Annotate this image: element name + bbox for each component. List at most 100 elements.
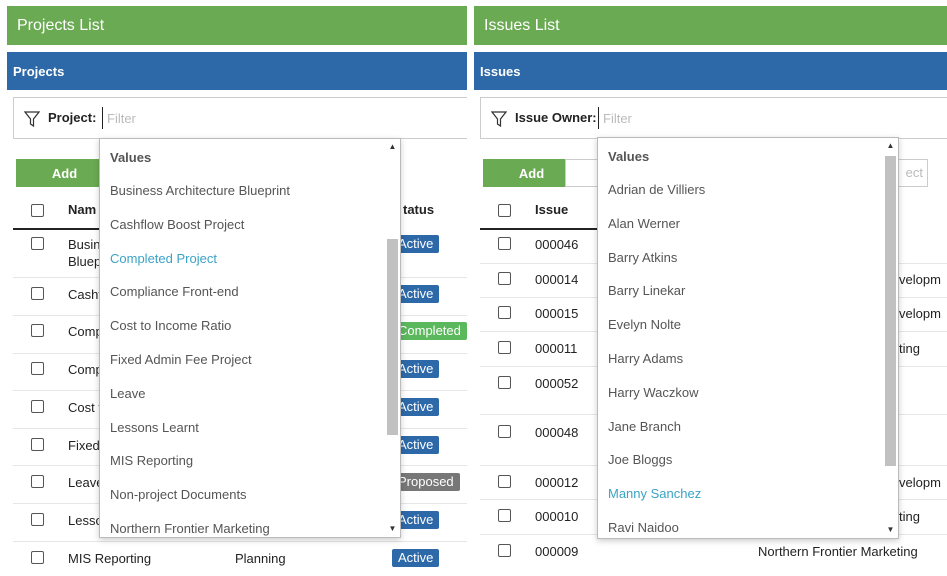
- issue-owner-filter-input[interactable]: [598, 107, 857, 129]
- row-checkbox[interactable]: [31, 513, 44, 526]
- column-header-name[interactable]: Nam: [68, 202, 97, 217]
- row-checkbox[interactable]: [31, 551, 44, 564]
- row-checkbox[interactable]: [31, 438, 44, 451]
- row-checkbox[interactable]: [498, 306, 511, 319]
- dropdown-option[interactable]: Barry Atkins: [608, 249, 678, 265]
- status-badge: Proposed: [392, 473, 460, 491]
- dropdown-option[interactable]: Harry Waczkow: [608, 384, 699, 400]
- scroll-up-icon[interactable]: ▲: [886, 141, 895, 150]
- project-name[interactable]: Cost t: [68, 400, 102, 415]
- add-issue-button[interactable]: Add: [483, 159, 580, 187]
- header-underline: [13, 228, 103, 230]
- dropdown-option[interactable]: Leave: [110, 385, 146, 401]
- project-name-line2[interactable]: Bluep: [68, 254, 102, 269]
- row-checkbox[interactable]: [498, 509, 511, 522]
- project-values-dropdown[interactable]: Values Business Architecture Blueprint Ca…: [99, 138, 401, 538]
- row-checkbox[interactable]: [498, 341, 511, 354]
- dropdown-header: Values: [608, 149, 650, 164]
- row-checkbox[interactable]: [498, 425, 511, 438]
- select-all-checkbox[interactable]: [31, 204, 44, 217]
- add-project-button[interactable]: Add: [16, 159, 113, 187]
- project-name[interactable]: Leave: [68, 475, 104, 490]
- project-name[interactable]: Busin: [68, 237, 101, 252]
- dropdown-header: Values: [110, 150, 152, 165]
- row-checkbox[interactable]: [498, 376, 511, 389]
- row-checkbox[interactable]: [31, 287, 44, 300]
- dropdown-option[interactable]: Compliance Front-end: [110, 284, 239, 300]
- project-stage: Planning: [235, 551, 286, 566]
- dropdown-scrollbar[interactable]: ▲ ▼: [386, 139, 400, 537]
- dropdown-scrollbar[interactable]: ▲ ▼: [884, 138, 898, 538]
- row-checkbox[interactable]: [498, 272, 511, 285]
- status-badge: Active: [392, 398, 440, 416]
- issue-project: velopm: [899, 475, 941, 490]
- select-all-checkbox[interactable]: [498, 204, 511, 217]
- project-name[interactable]: Cashf: [68, 287, 102, 302]
- issues-subtitle-bar: Issues: [474, 52, 947, 90]
- issue-id[interactable]: 000010: [535, 509, 579, 524]
- scroll-down-icon[interactable]: ▼: [886, 525, 895, 534]
- status-badge: Active: [392, 511, 440, 529]
- dropdown-option[interactable]: Fixed Admin Fee Project: [110, 352, 252, 367]
- project-name[interactable]: Lesso: [68, 513, 103, 528]
- scroll-down-icon[interactable]: ▼: [388, 524, 397, 533]
- dropdown-option[interactable]: Barry Linekar: [608, 283, 686, 299]
- issue-id[interactable]: 000011: [535, 341, 578, 356]
- row-divider: [13, 541, 467, 542]
- row-checkbox[interactable]: [31, 237, 44, 250]
- dropdown-option[interactable]: MIS Reporting: [110, 453, 194, 469]
- issue-project: velopm: [899, 306, 941, 321]
- header-underline: [480, 228, 598, 230]
- row-checkbox[interactable]: [31, 362, 44, 375]
- dropdown-option[interactable]: Jane Branch: [608, 418, 681, 434]
- row-checkbox[interactable]: [498, 237, 511, 250]
- issue-id[interactable]: 000009: [535, 544, 579, 559]
- filter-icon[interactable]: [491, 110, 507, 128]
- dropdown-option[interactable]: Cashflow Boost Project: [110, 216, 245, 232]
- projects-title-bar: Projects List: [7, 6, 467, 45]
- dropdown-option[interactable]: Business Architecture Blueprint: [110, 183, 290, 198]
- scroll-thumb[interactable]: [885, 156, 896, 466]
- row-checkbox[interactable]: [498, 475, 511, 488]
- dropdown-option[interactable]: Ravi Naidoo: [608, 520, 679, 535]
- scroll-up-icon[interactable]: ▲: [388, 142, 397, 151]
- dropdown-option[interactable]: Northern Frontier Marketing: [110, 521, 270, 536]
- dropdown-option[interactable]: Adrian de Villiers: [608, 182, 706, 197]
- project-filter-bar: Project:: [13, 97, 467, 139]
- project-name[interactable]: Comp: [68, 324, 103, 339]
- issue-id[interactable]: 000015: [535, 306, 579, 321]
- issue-id[interactable]: 000046: [535, 237, 579, 252]
- project-filter-input[interactable]: [102, 107, 361, 129]
- row-checkbox[interactable]: [31, 400, 44, 413]
- dropdown-option[interactable]: Harry Adams: [608, 351, 684, 366]
- project-name[interactable]: Comp: [68, 362, 103, 377]
- issue-id[interactable]: 000052: [535, 376, 579, 391]
- dropdown-option[interactable]: Non-project Documents: [110, 487, 247, 503]
- issue-project: velopm: [899, 272, 941, 287]
- column-header-status[interactable]: tatus: [403, 202, 435, 217]
- row-checkbox[interactable]: [31, 475, 44, 488]
- scroll-thumb[interactable]: [387, 239, 398, 435]
- dropdown-option[interactable]: Lessons Learnt: [110, 419, 199, 435]
- dropdown-option[interactable]: Manny Sanchez: [608, 486, 702, 502]
- dropdown-option[interactable]: Alan Werner: [608, 215, 681, 231]
- issue-id[interactable]: 000014: [535, 272, 579, 287]
- issue-owner-values-dropdown[interactable]: Values Adrian de Villiers Alan Werner Barr…: [597, 137, 899, 539]
- row-checkbox[interactable]: [31, 324, 44, 337]
- filter-icon[interactable]: [24, 110, 40, 128]
- status-badge: Active: [392, 360, 440, 378]
- dropdown-option[interactable]: Joe Bloggs: [608, 452, 673, 468]
- dropdown-option[interactable]: Completed Project: [110, 250, 217, 266]
- issue-id[interactable]: 000012: [535, 475, 579, 490]
- dropdown-option[interactable]: Evelyn Nolte: [608, 317, 681, 333]
- project-filter-label: Project:: [48, 110, 97, 125]
- dropdown-option[interactable]: Cost to Income Ratio: [110, 318, 232, 334]
- issue-project: Northern Frontier Marketing: [758, 544, 918, 559]
- row-checkbox[interactable]: [498, 544, 511, 557]
- column-header-issue[interactable]: Issue: [535, 202, 569, 217]
- issue-owner-filter-bar: Issue Owner:: [480, 97, 947, 139]
- issue-id[interactable]: 000048: [535, 425, 579, 440]
- project-name[interactable]: MIS Reporting: [68, 551, 152, 566]
- project-name[interactable]: Fixed: [68, 438, 100, 453]
- issues-title-bar: Issues List: [474, 6, 947, 45]
